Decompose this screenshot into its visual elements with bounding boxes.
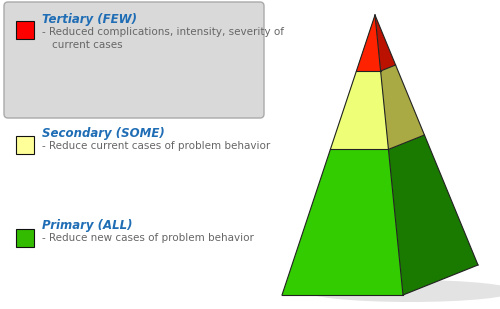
FancyBboxPatch shape xyxy=(4,2,264,118)
Text: Tertiary (FEW): Tertiary (FEW) xyxy=(42,13,137,26)
Polygon shape xyxy=(388,135,478,295)
Polygon shape xyxy=(282,149,403,295)
Polygon shape xyxy=(375,15,396,71)
Text: - Reduced complications, intensity, severity of: - Reduced complications, intensity, seve… xyxy=(42,27,284,37)
FancyBboxPatch shape xyxy=(16,136,34,154)
Text: Primary (ALL): Primary (ALL) xyxy=(42,219,132,232)
Ellipse shape xyxy=(305,280,500,302)
Polygon shape xyxy=(380,65,424,149)
Text: - Reduce new cases of problem behavior: - Reduce new cases of problem behavior xyxy=(42,233,254,243)
Polygon shape xyxy=(330,71,388,149)
Text: Secondary (SOME): Secondary (SOME) xyxy=(42,127,165,140)
FancyBboxPatch shape xyxy=(16,21,34,39)
FancyBboxPatch shape xyxy=(16,229,34,247)
Polygon shape xyxy=(356,15,380,71)
Polygon shape xyxy=(330,15,388,149)
Text: - Reduce current cases of problem behavior: - Reduce current cases of problem behavi… xyxy=(42,141,270,151)
Text: current cases: current cases xyxy=(52,40,122,50)
